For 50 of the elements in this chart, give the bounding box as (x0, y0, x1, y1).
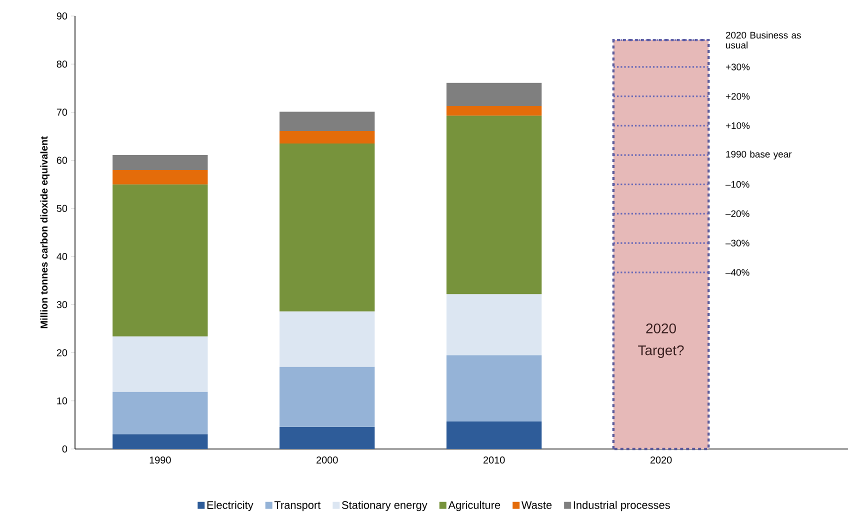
bar (280, 366, 375, 427)
x-tick-label: 2000 (316, 456, 338, 464)
annotation: 2020 Target? (638, 323, 684, 358)
bar (446, 106, 542, 116)
annotation: –30% (725, 240, 750, 246)
legend-label: Transport (274, 501, 321, 512)
x-tick-label: 2020 (650, 456, 672, 464)
y-tick-label: 90 (56, 12, 68, 20)
x-tick-label: 2010 (483, 456, 505, 464)
bar (446, 116, 542, 294)
bar (280, 143, 375, 312)
bar (112, 392, 208, 434)
bar (112, 155, 208, 170)
bar (612, 38, 710, 450)
y-tick-label: 60 (56, 156, 68, 164)
legend-label: Industrial processes (574, 500, 670, 512)
y-tick-label: 70 (56, 108, 68, 116)
y-tick-label: 0 (62, 445, 68, 453)
bar (280, 426, 375, 449)
bar (446, 294, 542, 356)
legend-label: Agriculture (448, 500, 500, 512)
annotation: –40% (725, 269, 750, 276)
bar (112, 170, 208, 184)
annotation: –20% (725, 210, 750, 218)
legend-label: Stationary energy (342, 500, 428, 512)
bar (446, 82, 542, 106)
annotation: +10% (726, 122, 750, 130)
bar (446, 422, 542, 449)
annotation: +30% (726, 64, 750, 70)
ref-line-label: 2020 Business as usual (726, 32, 801, 48)
annotation: +20% (726, 92, 750, 100)
y-axis-title: Million tonnes carbon dioxide equivalent (40, 136, 50, 328)
bar (280, 112, 375, 131)
bar (112, 184, 208, 336)
y-tick-label: 10 (57, 397, 68, 404)
y-tick-label: 30 (56, 301, 68, 308)
y-tick-label: 40 (56, 253, 68, 260)
x-tick-label: 1990 (150, 456, 171, 464)
y-tick-label: 50 (56, 204, 68, 212)
annotation: –10% (725, 181, 750, 188)
bar (446, 355, 542, 422)
legend-label: Waste (521, 501, 552, 509)
y-tick-label: 20 (56, 349, 68, 356)
bar (280, 130, 375, 144)
y-tick-label: 80 (56, 60, 68, 68)
ref-line-label: 1990 base year (726, 150, 792, 160)
bar (112, 434, 208, 449)
legend-label: Electricity (207, 500, 254, 512)
bar (280, 311, 375, 367)
bar (112, 336, 208, 392)
